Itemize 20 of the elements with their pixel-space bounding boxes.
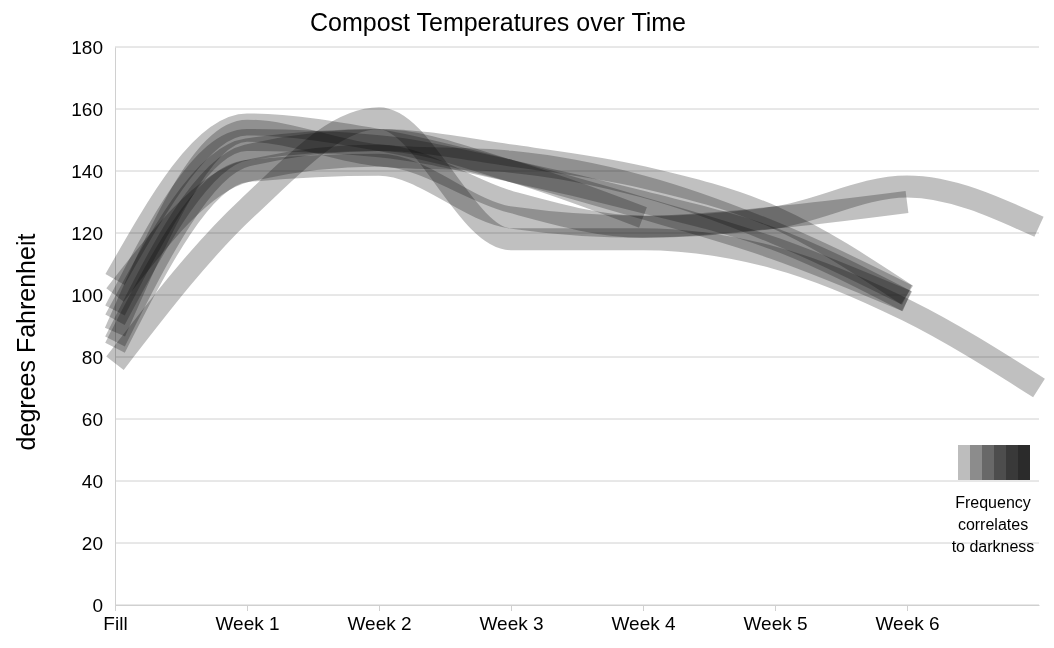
y-tick-label: 180	[71, 36, 103, 58]
y-tick-label: 40	[81, 470, 103, 492]
x-tick-label: Week 3	[479, 613, 544, 635]
annotation: Frequency correlates to darkness	[951, 494, 1035, 555]
y-tick-label: 120	[71, 222, 103, 244]
x-tick-label: Week 5	[743, 613, 808, 635]
y-tick-label: 140	[71, 160, 103, 182]
y-tick-label: 0	[92, 594, 103, 616]
x-tick-label: Week 6	[875, 613, 940, 635]
x-tick-label: Week 4	[611, 613, 676, 635]
chart-title: Compost Temperatures over Time	[309, 8, 687, 36]
x-tick-label: Week 2	[347, 613, 412, 635]
y-tick-label: 60	[81, 408, 103, 430]
y-tick-label: 160	[71, 98, 103, 120]
y-tick-label: 100	[71, 284, 103, 306]
x-tick-label: Week 1	[215, 613, 280, 635]
y-tick-label: 80	[81, 346, 103, 368]
y-axis-title: degrees Fahrenheit	[12, 233, 40, 451]
y-tick-label: 20	[81, 532, 103, 554]
x-tick-label: Fill	[103, 613, 128, 635]
